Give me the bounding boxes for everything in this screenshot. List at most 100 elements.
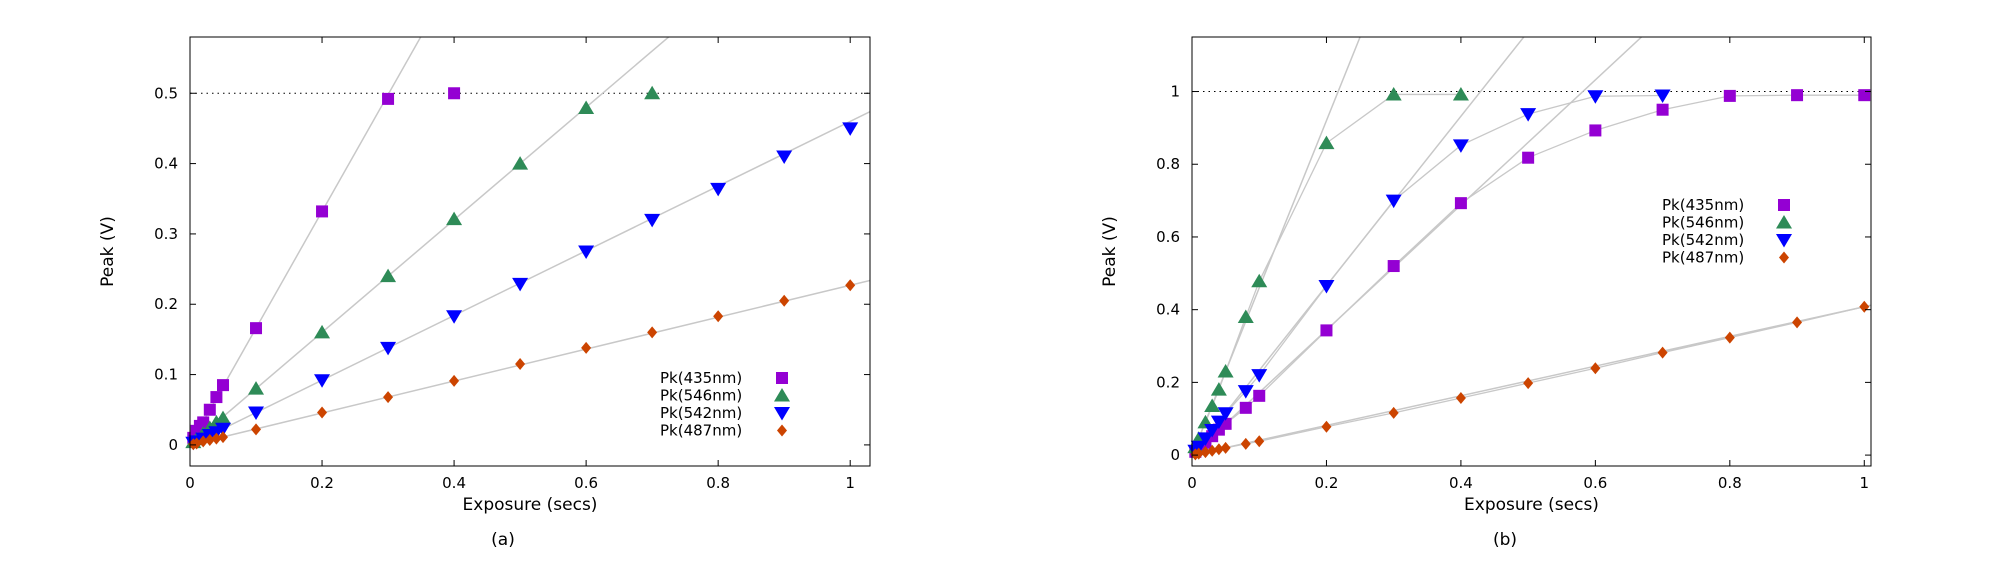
x-tick-label: 0.4 (442, 474, 466, 492)
y-tick-label: 1 (1170, 83, 1180, 101)
data-point (644, 213, 661, 228)
data-point (248, 381, 265, 395)
y-tick-label: 0.4 (154, 155, 178, 173)
data-point (776, 150, 793, 165)
data-point (647, 326, 658, 339)
x-tick-label: 0.8 (706, 474, 730, 492)
data-point (380, 341, 397, 356)
legend: Pk(435nm)Pk(546nm)Pk(542nm)Pk(487nm) (660, 369, 790, 440)
data-point (446, 310, 463, 324)
legend: Pk(435nm)Pk(546nm)Pk(542nm)Pk(487nm) (1662, 196, 1792, 267)
data-point (578, 100, 595, 115)
data-point (1385, 194, 1402, 209)
y-tick-label: 0.3 (154, 225, 178, 243)
legend-label: Pk(546nm) (660, 387, 742, 405)
data-point (1220, 441, 1231, 454)
data-point (1251, 273, 1268, 288)
data-point (713, 310, 724, 323)
data-point (250, 322, 263, 335)
chart-caption: (b) (1493, 530, 1517, 550)
data-point (314, 374, 331, 388)
y-axis-title: Peak (V) (1100, 216, 1120, 287)
legend-marker (1776, 215, 1792, 229)
data-point (512, 156, 529, 170)
data-point (1859, 300, 1870, 313)
data-point (1193, 447, 1204, 460)
fit-line-Pk(487nm) (190, 279, 870, 446)
plot-frame (1191, 36, 1872, 467)
data-point (317, 406, 328, 419)
data-point (1217, 363, 1234, 378)
data-point (1213, 443, 1224, 456)
fit-line-Pk(542nm) (190, 111, 870, 446)
data-point (211, 432, 222, 445)
x-tick-label: 0.6 (1583, 474, 1607, 492)
series-Pk(542nm) (185, 122, 859, 451)
data-point (1318, 135, 1335, 150)
data-point (1190, 440, 1207, 455)
data-point (1791, 89, 1804, 102)
data-point (1858, 89, 1871, 102)
chart-panel-b: 0 0.2 0.4 0.6 0.8 1 0 0.2 0.4 0.6 0.8 1 Exposure (se… (1100, 36, 1872, 550)
data-point (1590, 362, 1601, 375)
x-tick-label: 0.4 (1449, 474, 1473, 492)
legend-label: Pk(542nm) (1662, 231, 1744, 249)
data-point (779, 294, 790, 307)
data-point (448, 87, 461, 100)
y-tick-label: 0.5 (154, 84, 178, 102)
x-tick-label: 1 (845, 474, 855, 492)
x-tick-label: 0 (1187, 474, 1197, 492)
fit-line-Pk(546nm) (1192, 37, 1361, 456)
data-point (218, 431, 229, 444)
data-point (449, 374, 460, 387)
legend-marker (774, 407, 790, 421)
data-point (198, 435, 209, 448)
series-Pk(546nm) (1187, 86, 1469, 454)
x-tick-label: 0.2 (310, 474, 334, 492)
x-tick-label: 0.6 (574, 474, 598, 492)
data-point (382, 92, 395, 105)
series-Pk(487nm) (188, 279, 856, 451)
y-axis-title: Peak (V) (98, 216, 118, 287)
data-point (1217, 407, 1234, 421)
data-point (1792, 316, 1803, 329)
data-point (1207, 444, 1218, 457)
data-point (1452, 86, 1469, 101)
x-tick-label: 0.2 (1315, 474, 1339, 492)
data-point (845, 279, 856, 292)
data-point (1253, 389, 1266, 402)
data-point (1204, 398, 1221, 413)
fit-lines (1192, 37, 1871, 456)
data-point (215, 422, 232, 437)
x-tick-label: 0.8 (1718, 474, 1742, 492)
x-tick-label: 0 (185, 474, 195, 492)
data-point (1251, 369, 1268, 383)
data-point (1587, 90, 1604, 104)
legend-label: Pk(546nm) (1662, 214, 1744, 232)
data-point (1654, 89, 1671, 104)
data-point (1239, 401, 1252, 414)
data-point (1657, 346, 1668, 359)
data-point (1254, 435, 1265, 448)
data-point (204, 433, 215, 446)
fit-lines (190, 37, 870, 446)
data-curve-Pk(435nm) (1194, 94, 1865, 453)
fit-line-Pk(435nm) (1192, 37, 1643, 456)
data-point (251, 423, 262, 436)
data-point (1589, 124, 1602, 137)
data-point (248, 406, 265, 421)
x-tick-label: 1 (1860, 474, 1870, 492)
data-point (578, 245, 595, 259)
data-point (515, 358, 526, 371)
data-point (581, 341, 592, 354)
data-point (314, 324, 331, 339)
data-point (217, 379, 230, 392)
series-Pk(487nm) (1190, 300, 1870, 461)
legend-marker (776, 372, 788, 384)
data-point (1200, 446, 1211, 459)
y-tick-label: 0.1 (154, 366, 178, 384)
data-point (1318, 280, 1335, 294)
legend-marker (1779, 251, 1789, 264)
x-axis-title: Exposure (secs) (463, 495, 598, 515)
